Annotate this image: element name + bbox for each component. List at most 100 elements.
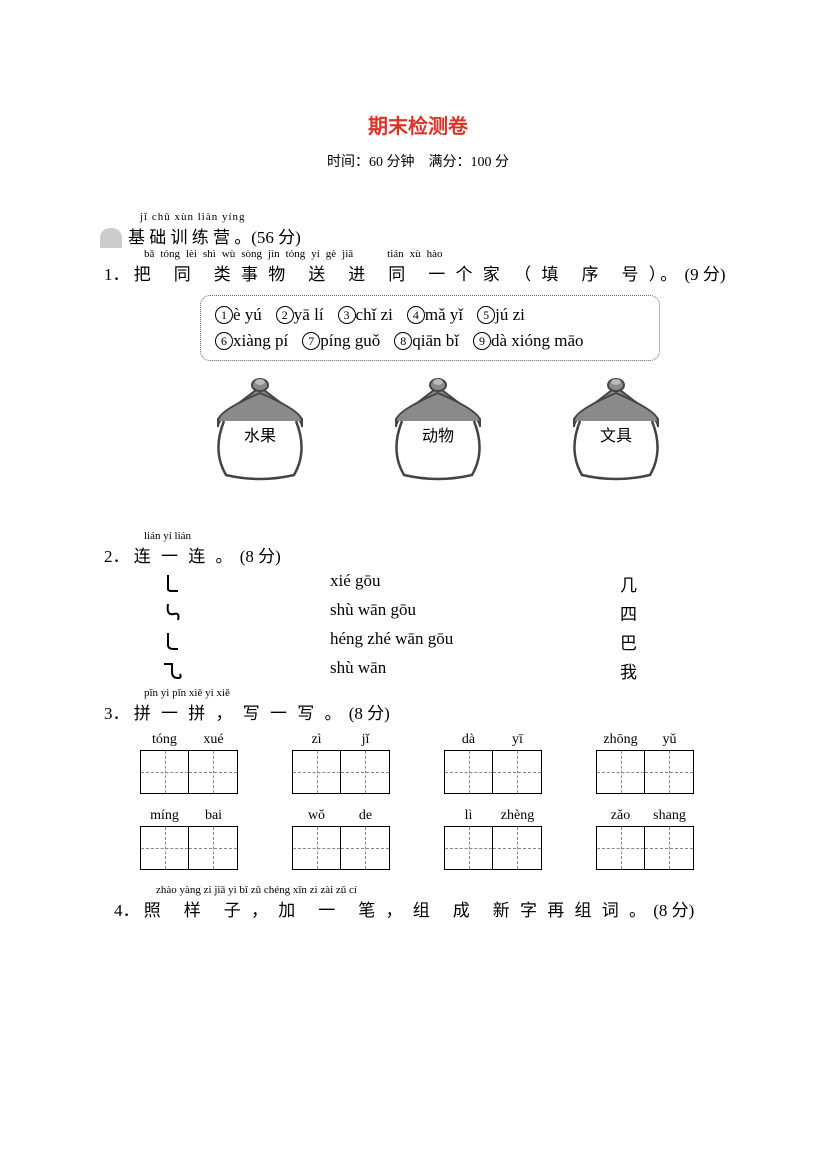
q4-pinyin: zhào yàng zi jiā yì bǐ zǔ chéng xīn zì z…: [156, 884, 736, 896]
tian-pinyin: dà: [444, 732, 493, 748]
house-label: 动物: [368, 422, 508, 446]
tian-pinyin: míng: [140, 808, 189, 824]
section1-head: 基 础 训 练 营 。 (56 分): [100, 223, 736, 248]
tian-cell[interactable]: [341, 750, 390, 794]
house-icon: 文具: [546, 371, 686, 510]
q1-option: 8qiān bǐ: [394, 328, 459, 354]
q2-pinyin: héng zhé wān gōu: [330, 629, 620, 654]
section1-points: (56 分): [251, 223, 301, 248]
q1-option: 1è yú: [215, 302, 262, 328]
tian-group: tóngxué: [140, 732, 238, 794]
tian-pinyin: zhèng: [493, 808, 542, 824]
q2-pinyin: shù wān: [330, 658, 620, 683]
q1-option: 3chǐ zi: [338, 302, 393, 328]
stroke-icon: [160, 571, 330, 596]
q3-hanzi: 拼 一 拼 ， 写 一 写 。: [134, 699, 345, 724]
tian-pinyin: de: [341, 808, 390, 824]
tian-pinyin: zǎo: [596, 808, 645, 824]
tian-cell[interactable]: [645, 750, 694, 794]
section1-pinyin: jī chǔ xùn liàn yíng: [140, 211, 736, 223]
tian-pinyin: jǐ: [341, 732, 390, 748]
q2-row: héng zhé wān gōu 巴: [160, 629, 736, 654]
tian-cell[interactable]: [645, 826, 694, 870]
q3-pinyin: pīn yi pīn xiě yi xiě: [144, 687, 736, 699]
tian-pinyin: tóng: [140, 732, 189, 748]
tian-pinyin: zhōng: [596, 732, 645, 748]
tian-cell[interactable]: [140, 750, 189, 794]
q1-option: 9dà xióng māo: [473, 328, 584, 354]
tian-cell[interactable]: [596, 750, 645, 794]
q2-pinyin: lián yi lián: [144, 530, 736, 542]
q2-text: 2． 连 一 连 。 (8 分): [104, 542, 736, 567]
q2-row: xié gōu 几: [160, 571, 736, 596]
q2-num: 2．: [104, 547, 130, 566]
q1-option: 6xiàng pí: [215, 328, 288, 354]
q3-row2: míngbai wǒde lìzhèng zǎoshang: [140, 808, 736, 870]
house-label: 水果: [190, 422, 330, 446]
q3-points: (8 分): [349, 704, 390, 723]
section-bullet-icon: [100, 228, 122, 248]
q1-option: 5jú zi: [477, 302, 525, 328]
q3-num: 3．: [104, 704, 130, 723]
tian-group: zhōngyǔ: [596, 732, 694, 794]
q4-points: (8 分): [653, 901, 694, 920]
tian-cell[interactable]: [341, 826, 390, 870]
q2-grid: xié gōu 几 shù wān gōu 四 héng zhé wān gōu…: [160, 571, 736, 683]
q3-row1: tóngxué zìjǐ dàyī zhōngyǔ: [140, 732, 736, 794]
q1-num: 1．: [104, 265, 130, 284]
tian-pinyin: shang: [645, 808, 694, 824]
stroke-icon: [160, 658, 330, 683]
tian-cell[interactable]: [444, 826, 493, 870]
tian-pinyin: zì: [292, 732, 341, 748]
tian-group: dàyī: [444, 732, 542, 794]
q1-pinyin: bǎtónglèishìwùsòngjìntóngyígèjiātiánxùhà…: [144, 248, 736, 260]
house-icon: 动物: [368, 371, 508, 510]
tian-pinyin: bai: [189, 808, 238, 824]
tian-cell[interactable]: [444, 750, 493, 794]
tian-group: míngbai: [140, 808, 238, 870]
q2-points: (8 分): [240, 547, 281, 566]
q1-option: 2yā lí: [276, 302, 324, 328]
q3-text: 3． 拼 一 拼 ， 写 一 写 。 (8 分): [104, 699, 736, 724]
tian-cell[interactable]: [189, 750, 238, 794]
tian-group: lìzhèng: [444, 808, 542, 870]
exam-subtitle: 时间：60 分钟 满分：100 分: [100, 151, 736, 171]
q2-hanzi: 连 一 连 。: [134, 542, 236, 567]
q1-hanzi: 把 同 类 事 物 送 进 同 一 个 家 （ 填 序 号 ）。: [134, 260, 681, 285]
q4-hanzi: 照 样 子 ， 加 一 笔 ， 组 成 新 字 再 组 词 。: [144, 896, 649, 921]
tian-pinyin: xué: [189, 732, 238, 748]
stroke-icon: [160, 629, 330, 654]
q2-pinyin: xié gōu: [330, 571, 620, 596]
q4-text: 4． 照 样 子 ， 加 一 笔 ， 组 成 新 字 再 组 词 。 (8 分): [114, 896, 736, 921]
stroke-icon: [160, 600, 330, 625]
tian-cell[interactable]: [493, 826, 542, 870]
q1-option: 4mǎ yǐ: [407, 302, 463, 328]
q1-points: (9 分): [685, 265, 726, 284]
exam-title: 期末检测卷: [100, 110, 736, 139]
tian-cell[interactable]: [140, 826, 189, 870]
tian-pinyin: wǒ: [292, 808, 341, 824]
tian-cell[interactable]: [189, 826, 238, 870]
tian-cell[interactable]: [493, 750, 542, 794]
tian-group: zìjǐ: [292, 732, 390, 794]
tian-pinyin: lì: [444, 808, 493, 824]
section1-hanzi: 基 础 训 练 营 。: [128, 223, 251, 248]
tian-cell[interactable]: [292, 750, 341, 794]
q2-row: shù wān 我: [160, 658, 736, 683]
q2-hanzi: 我: [620, 658, 670, 683]
q2-row: shù wān gōu 四: [160, 600, 736, 625]
q2-hanzi: 巴: [620, 629, 670, 654]
q2-hanzi: 四: [620, 600, 670, 625]
q1-houses: 水果 动物 文具: [190, 371, 686, 510]
q2-hanzi: 几: [620, 571, 670, 596]
q1-option-box: 1è yú 2yā lí 3chǐ zi 4mǎ yǐ 5jú zi 6xiàng pí 7…: [200, 295, 660, 361]
tian-cell[interactable]: [292, 826, 341, 870]
house-label: 文具: [546, 422, 686, 446]
tian-pinyin: yī: [493, 732, 542, 748]
tian-pinyin: yǔ: [645, 732, 694, 748]
q1-text: 1． 把 同 类 事 物 送 进 同 一 个 家 （ 填 序 号 ）。 (9 分…: [104, 260, 736, 285]
q1-option: 7píng guǒ: [302, 328, 380, 354]
tian-cell[interactable]: [596, 826, 645, 870]
q2-pinyin: shù wān gōu: [330, 600, 620, 625]
tian-group: wǒde: [292, 808, 390, 870]
